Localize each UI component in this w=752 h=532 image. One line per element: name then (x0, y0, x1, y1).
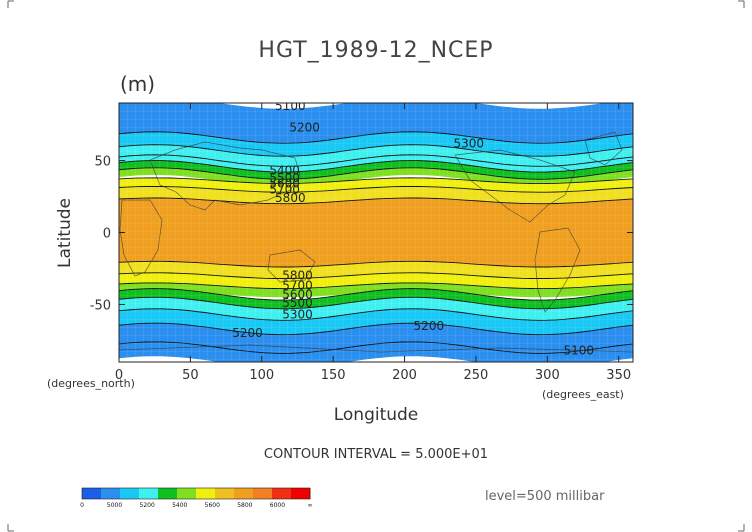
y-axis-ticks: 50 0 -50 (90, 155, 633, 313)
colorbar-swatch (177, 488, 197, 499)
contour-label: 5200 (414, 319, 445, 333)
colorbar: 0 5000 5200 5400 5600 5800 6000 ∞ (80, 487, 313, 509)
contour-label: 5200 (289, 120, 320, 134)
colorbar-tick-label: 5000 (107, 502, 122, 509)
contour-label: 5500 (282, 296, 313, 310)
y-axis-label: Latitude (55, 198, 75, 268)
contour-label: 5800 (282, 269, 313, 283)
colorbar-swatch (82, 488, 102, 499)
x-tick-label: 200 (392, 368, 417, 383)
contour-label: 5600 (269, 177, 300, 191)
plot-area: 5100520053005400550056005700580058005700… (119, 99, 633, 362)
x-axis-ticks: 0 50 100 150 200 250 300 350 (115, 103, 631, 383)
x-tick-label: 350 (606, 368, 631, 383)
colorbar-swatch (272, 488, 292, 499)
x-tick-label: 150 (321, 368, 346, 383)
y-unit-label: (degrees_north) (47, 377, 135, 390)
contour-label: 5600 (282, 287, 313, 301)
colorbar-swatch (101, 488, 121, 499)
colorbar-tick-label: 5800 (237, 502, 252, 509)
colorbar-tick-label: ∞ (308, 502, 313, 509)
x-tick-label: 0 (115, 368, 123, 383)
x-tick-label: 300 (535, 368, 560, 383)
colorbar-swatch (291, 488, 311, 499)
contour-label: 5300 (282, 308, 313, 322)
contour-label: 5100 (275, 99, 306, 113)
contour-label: 5700 (269, 182, 300, 196)
contour-label: 5500 (269, 171, 300, 185)
colorbar-tick-label: 5200 (140, 502, 155, 509)
colorbar-swatch (120, 488, 140, 499)
chart-title: HGT_1989-12_NCEP (258, 38, 493, 63)
contour-label: 5800 (275, 191, 306, 205)
x-tick-label: 100 (249, 368, 274, 383)
colorbar-swatch (234, 488, 254, 499)
colorbar-tick-label: 0 (80, 502, 84, 509)
x-unit-label: (degrees_east) (542, 388, 624, 401)
contour-label: 5700 (282, 279, 313, 293)
y-tick-label: 50 (94, 155, 111, 170)
colorbar-swatch (253, 488, 273, 499)
colorbar-swatch (196, 488, 216, 499)
colorbar-swatch (215, 488, 235, 499)
contour-labels: 5100520053005400550056005700580058005700… (232, 99, 594, 357)
x-tick-label: 250 (464, 368, 489, 383)
units-label: (m) (120, 72, 155, 96)
colorbar-swatch (139, 488, 159, 499)
colorbar-tick-label: 5600 (205, 502, 220, 509)
y-tick-label: 0 (103, 227, 111, 242)
colorbar-tick-label: 6000 (270, 502, 285, 509)
colorbar-swatch (158, 488, 178, 499)
contour-label: 5100 (563, 343, 594, 357)
colorbar-frame (81, 487, 311, 500)
x-tick-label: 50 (182, 368, 199, 383)
contour-interval-text: CONTOUR INTERVAL = 5.000E+01 (264, 447, 488, 462)
contour-label: 5400 (269, 164, 300, 178)
colorbar-tick-label: 5400 (172, 502, 187, 509)
x-axis-label: Longitude (334, 405, 419, 425)
level-text: level=500 millibar (485, 489, 605, 504)
y-tick-label: -50 (90, 298, 111, 313)
grid (119, 103, 633, 362)
contour-label: 5300 (454, 136, 485, 150)
contour-label: 5200 (232, 326, 263, 340)
corner-marks (7, 0, 745, 532)
